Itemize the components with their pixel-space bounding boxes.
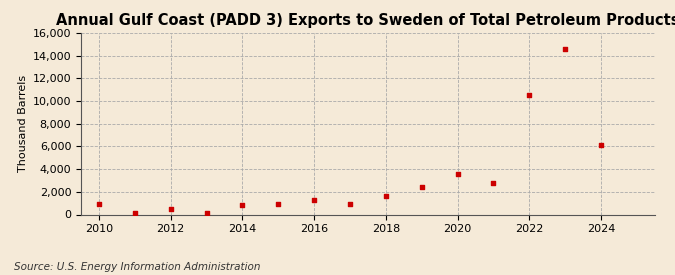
- Point: [308, 197, 319, 202]
- Point: [488, 181, 499, 185]
- Point: [237, 203, 248, 208]
- Point: [201, 211, 212, 216]
- Text: Source: U.S. Energy Information Administration: Source: U.S. Energy Information Administ…: [14, 262, 260, 272]
- Point: [381, 194, 392, 199]
- Y-axis label: Thousand Barrels: Thousand Barrels: [18, 75, 28, 172]
- Point: [165, 207, 176, 211]
- Point: [130, 211, 140, 216]
- Point: [560, 47, 570, 51]
- Point: [452, 172, 463, 176]
- Point: [344, 202, 355, 207]
- Point: [94, 202, 105, 207]
- Point: [273, 202, 284, 207]
- Point: [595, 143, 606, 147]
- Title: Annual Gulf Coast (PADD 3) Exports to Sweden of Total Petroleum Products: Annual Gulf Coast (PADD 3) Exports to Sw…: [56, 13, 675, 28]
- Point: [524, 93, 535, 98]
- Point: [416, 185, 427, 189]
